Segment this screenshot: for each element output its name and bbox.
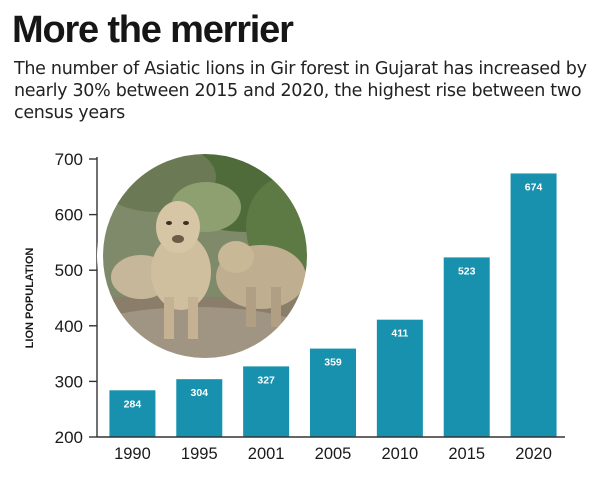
bar-2010 — [376, 319, 423, 437]
chart-subtitle: The number of Asiatic lions in Gir fores… — [14, 59, 587, 123]
y-tick-label: 200 — [55, 428, 83, 447]
x-tick-label: 2010 — [381, 445, 418, 463]
bar-value-label: 304 — [191, 387, 209, 399]
bar-1990 — [109, 390, 156, 437]
lions-photo — [96, 147, 314, 365]
bar-1995 — [176, 379, 223, 437]
x-tick-label: 2015 — [448, 445, 485, 463]
bar-2001 — [243, 366, 290, 437]
bar-value-label: 359 — [324, 357, 342, 369]
x-tick-label: 2001 — [248, 445, 285, 463]
bar-value-label: 284 — [124, 398, 142, 410]
bar-value-label: 327 — [257, 374, 275, 386]
bar-value-label: 411 — [391, 328, 408, 340]
y-tick-label: 500 — [55, 261, 83, 280]
x-tick-label: 1995 — [181, 445, 218, 463]
x-tick-label: 1990 — [114, 445, 151, 463]
bar-2005 — [310, 348, 356, 437]
y-tick-label: 600 — [55, 206, 83, 225]
chart-title: More the merrier — [12, 9, 294, 51]
y-tick-label: 400 — [55, 317, 83, 336]
y-axis-label: LION POPULATION — [24, 248, 36, 349]
bar-2015 — [443, 257, 490, 437]
x-tick-label: 2020 — [515, 445, 552, 463]
y-tick-label: 700 — [55, 150, 83, 169]
bar-2020 — [510, 173, 557, 437]
bar-value-label: 523 — [458, 265, 476, 277]
y-tick-label: 300 — [55, 372, 83, 391]
bar-value-label: 674 — [525, 181, 543, 193]
x-tick-label: 2005 — [315, 445, 352, 463]
